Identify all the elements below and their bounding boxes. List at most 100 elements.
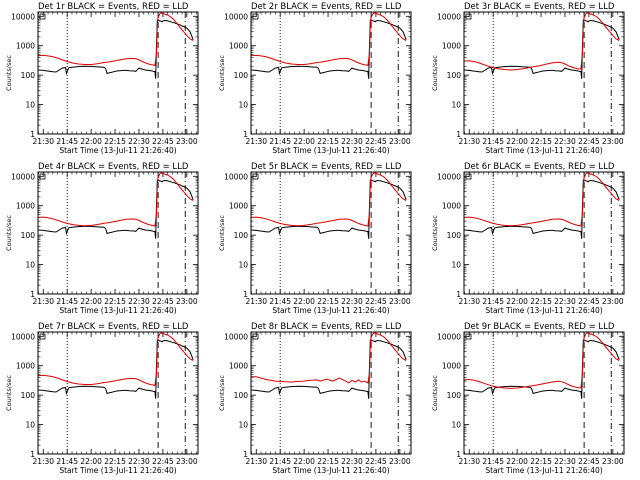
y-tick-label: 100 (447, 71, 462, 80)
x-tick-label: 22:15 (530, 137, 552, 146)
y-axis-label: Counts/sec (218, 55, 226, 91)
y-tick-label: 1 (456, 290, 461, 299)
x-tick-label: 22:15 (104, 137, 126, 146)
y-tick-label: 1 (30, 130, 35, 139)
series-events-line (251, 339, 407, 399)
x-tick-label: 22:15 (530, 297, 552, 306)
plot-frame (37, 171, 199, 295)
x-tick-label: 21:45 (56, 457, 78, 466)
x-tick-label: 21:30 (245, 297, 267, 306)
y-tick-label: 10000 (437, 332, 461, 341)
plot-frame (250, 171, 412, 295)
x-axis-label: Start Time (13-Jul-11 21:26:40) (485, 146, 602, 155)
detector-panel-2: Det 2r BLACK = Events, RED = LLD 1 10 100 10… (218, 2, 412, 155)
detector-panel-9: Det 9r BLACK = Events, RED = LLD 1 10 100 10… (431, 322, 625, 475)
x-tick-label: 21:30 (245, 457, 267, 466)
y-tick-label: 10000 (437, 12, 461, 21)
y-axis-label: Counts/sec (5, 375, 13, 411)
y-tick-label: 1000 (442, 202, 461, 211)
y-tick-label: 1000 (442, 42, 461, 51)
x-tick-label: 22:00 (80, 137, 102, 146)
plot-frame (37, 331, 199, 455)
y-tick-label: 1 (243, 450, 248, 459)
y-axis-label: Counts/sec (5, 215, 13, 251)
y-tick-label: 10 (238, 421, 248, 430)
plot-frame (463, 331, 625, 455)
panel-title: Det 8r BLACK = Events, RED = LLD (251, 322, 402, 332)
series-events-line (38, 339, 194, 399)
y-tick-label: 100 (21, 71, 36, 80)
x-tick-label: 22:30 (128, 457, 150, 466)
detector-panel-7: Det 7r BLACK = Events, RED = LLD 1 10 100 10… (5, 322, 199, 475)
x-tick-label: 22:00 (506, 457, 528, 466)
x-tick-label: 23:00 (176, 297, 198, 306)
y-tick-label: 100 (234, 71, 249, 80)
x-tick-label: 23:00 (389, 457, 411, 466)
plot-frame (250, 331, 412, 455)
y-tick-label: 10000 (437, 172, 461, 181)
x-tick-label: 21:30 (458, 457, 480, 466)
y-axis-label: Counts/sec (431, 215, 439, 251)
y-tick-label: 10000 (224, 12, 248, 21)
x-tick-label: 22:00 (293, 297, 315, 306)
y-tick-label: 10 (25, 421, 35, 430)
x-tick-label: 23:00 (389, 137, 411, 146)
x-tick-label: 22:30 (554, 137, 576, 146)
panel-title: Det 4r BLACK = Events, RED = LLD (38, 162, 189, 172)
x-tick-label: 22:00 (80, 297, 102, 306)
x-tick-label: 21:30 (458, 297, 480, 306)
y-tick-label: 10 (25, 101, 35, 110)
x-axis-label: Start Time (13-Jul-11 21:26:40) (59, 466, 176, 475)
y-tick-label: 1 (456, 450, 461, 459)
plot-frame (250, 11, 412, 135)
x-tick-label: 22:45 (152, 297, 174, 306)
x-tick-label: 21:45 (269, 137, 291, 146)
x-tick-label: 22:45 (578, 457, 600, 466)
panel-title: Det 3r BLACK = Events, RED = LLD (464, 2, 615, 12)
panel-title: Det 2r BLACK = Events, RED = LLD (251, 2, 402, 12)
x-tick-label: 23:00 (176, 457, 198, 466)
y-tick-label: 10000 (11, 172, 35, 181)
x-axis-label: Start Time (13-Jul-11 21:26:40) (485, 466, 602, 475)
panel-title: Det 9r BLACK = Events, RED = LLD (464, 322, 615, 332)
panel-title: Det 5r BLACK = Events, RED = LLD (251, 162, 402, 172)
x-tick-label: 21:30 (245, 137, 267, 146)
panel-title: Det 6r BLACK = Events, RED = LLD (464, 162, 615, 172)
plot-frame (463, 11, 625, 135)
panel-title: Det 1r BLACK = Events, RED = LLD (38, 2, 189, 12)
y-tick-label: 1 (456, 130, 461, 139)
detector-panel-4: Det 4r BLACK = Events, RED = LLD 1 10 100 10… (5, 162, 199, 315)
x-tick-label: 21:45 (482, 297, 504, 306)
series-events-line (38, 179, 194, 239)
x-tick-label: 22:00 (80, 457, 102, 466)
y-tick-label: 1000 (442, 362, 461, 371)
y-tick-label: 1000 (16, 42, 35, 51)
series-lld-line (464, 172, 620, 227)
y-tick-label: 10 (451, 261, 461, 270)
x-tick-label: 22:30 (128, 137, 150, 146)
series-events-line (464, 179, 620, 239)
x-tick-label: 22:00 (506, 137, 528, 146)
y-tick-label: 100 (21, 231, 36, 240)
y-tick-label: 10000 (224, 172, 248, 181)
x-tick-label: 21:45 (269, 457, 291, 466)
plot-frame (463, 171, 625, 295)
x-tick-label: 21:30 (32, 137, 54, 146)
x-tick-label: 22:15 (317, 297, 339, 306)
y-tick-label: 10 (25, 261, 35, 270)
y-axis-label: Counts/sec (431, 375, 439, 411)
x-tick-label: 21:30 (458, 137, 480, 146)
x-tick-label: 22:00 (506, 297, 528, 306)
y-tick-label: 100 (234, 391, 249, 400)
y-tick-label: 10 (238, 101, 248, 110)
x-axis-label: Start Time (13-Jul-11 21:26:40) (272, 306, 389, 315)
x-tick-label: 22:30 (341, 297, 363, 306)
y-tick-label: 1 (243, 130, 248, 139)
x-tick-label: 22:30 (128, 297, 150, 306)
x-tick-label: 22:00 (293, 457, 315, 466)
series-lld-line (251, 332, 407, 384)
y-tick-label: 10000 (11, 332, 35, 341)
detector-panel-3: Det 3r BLACK = Events, RED = LLD 1 10 100 10… (431, 2, 625, 155)
y-tick-label: 10000 (11, 12, 35, 21)
